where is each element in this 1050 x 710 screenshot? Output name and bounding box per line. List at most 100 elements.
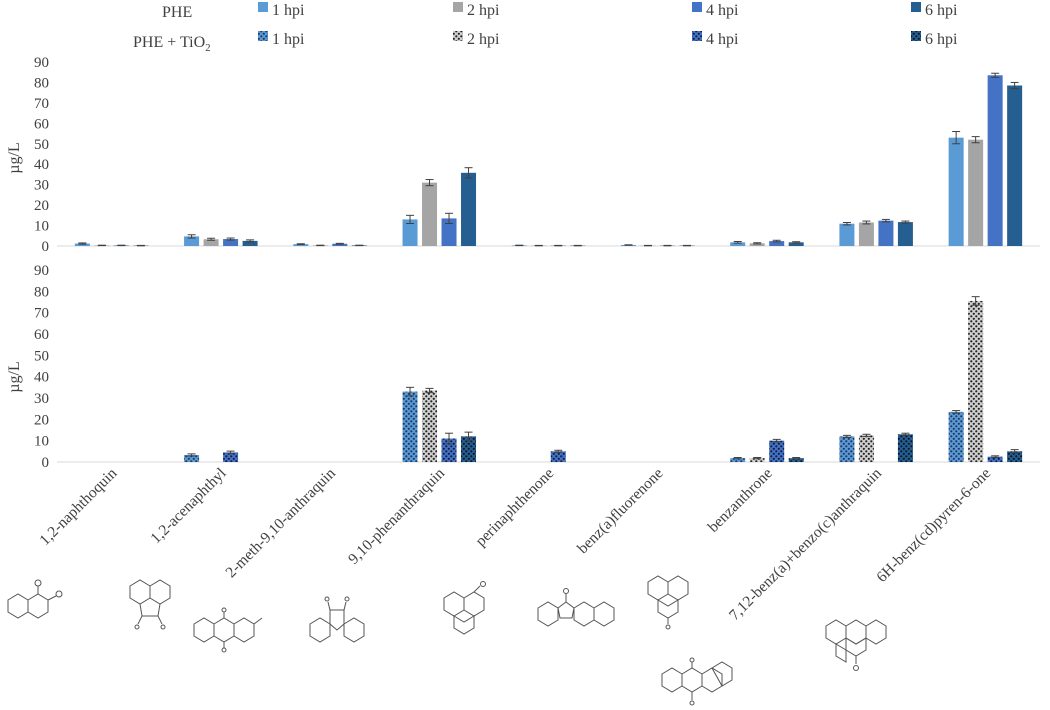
error-bar-phe-7-12-benz-a-benzo-c-anthraquin-1-hpi (842, 221, 851, 226)
structure-benz-cd-pyrenone (825, 619, 887, 671)
error-bar-phe-1-2-naphthoquin-1-hpi (78, 242, 87, 245)
legend-items: 1 hpi 1 hpi 2 hpi 2 hpi 4 hpi 4 hpi 6 hpi 6 hpi (258, 2, 958, 48)
bar-phe-tio2-6h-benz-cd-pyren-6-one-1-hpi (948, 411, 964, 462)
error-bar-phe-tio2-perinaphthenone-4-hpi (554, 449, 563, 453)
bar-phe-7-12-benz-a-benzo-c-anthraquin-6-hpi (897, 222, 913, 246)
error-bar-phe-tio2-1-2-acenaphthyl-4-hpi (226, 450, 235, 455)
structure-1-2-naphthoquinone (7, 579, 63, 619)
bar-phe-9-10-phenanthraquin-6-hpi (461, 172, 477, 246)
legend-swatch-phe-tio2-4-hpi (692, 31, 702, 41)
chart-phe-tio2-ticks: 0 10 20 30 40 50 60 70 80 90 (34, 263, 1040, 471)
error-bar-phe-tio2-benzanthrone-4-hpi (772, 438, 781, 443)
error-bar-phe-tio2-7-12-benz-a-benzo-c-anthraquin-6-hpi (901, 432, 910, 436)
y-tick-phe-80: 80 (34, 75, 49, 91)
y-tick-phe-0: 0 (42, 239, 50, 255)
error-bar-phe-6h-benz-cd-pyren-6-one-2-hpi (971, 136, 980, 144)
error-bar-phe-7-12-benz-a-benzo-c-anthraquin-6-hpi (901, 220, 910, 224)
chart-phe-tio2-bars (184, 296, 1023, 462)
structure-benzofluorenone (537, 588, 615, 627)
category-label-1-2-naphthoquin: 1,2-naphthoquin (36, 465, 120, 549)
error-bar-phe-6h-benz-cd-pyren-6-one-1-hpi (952, 131, 961, 145)
bar-phe-7-12-benz-a-benzo-c-anthraquin-2-hpi (858, 222, 874, 246)
legend-swatch-phe-tio2-1-hpi (258, 31, 268, 41)
error-bar-phe-tio2-9-10-phenanthraquin-6-hpi (464, 431, 473, 442)
legend-swatch-phe-tio2-2-hpi (453, 31, 463, 41)
error-bar-phe-tio2-6h-benz-cd-pyren-6-one-6-hpi (1010, 449, 1019, 454)
bar-phe-tio2-7-12-benz-a-benzo-c-anthraquin-1-hpi (839, 436, 855, 462)
legend-group-phe: PHE (162, 4, 192, 21)
category-label-6h-benz-cd-pyren-6-one: 6H-benz(cd)pyren-6-one (873, 465, 994, 586)
y-tick-phe-tio2-80: 80 (34, 284, 49, 300)
category-label-benzanthrone: benzanthrone (705, 465, 776, 536)
y-tick-phe-tio2-30: 30 (34, 391, 49, 407)
error-bar-phe-tio2-6h-benz-cd-pyren-6-one-4-hpi (991, 455, 1000, 459)
category-label-2-meth-9-10-anthraquin: 2-meth-9,10-anthraquin (222, 465, 339, 582)
bar-phe-2-meth-9-10-anthraquin-1-hpi (293, 244, 309, 246)
bar-phe-tio2-benzanthrone-2-hpi (749, 458, 765, 462)
category-label-benz-a-fluorenone: benz(a)fluorenone (574, 465, 666, 557)
error-bar-phe-tio2-9-10-phenanthraquin-4-hpi (445, 432, 454, 445)
category-label-1-2-acenaphthyl: 1,2-acenaphthyl (147, 465, 229, 547)
bar-phe-benzanthrone-4-hpi (769, 241, 785, 246)
error-bar-phe-1-2-acenaphthyl-4-hpi (226, 237, 235, 241)
legend-label-phe-tio2-2-hpi: 2 hpi (467, 31, 500, 48)
legend-group-phe-tio2-base: PHE + TiO (133, 34, 205, 51)
bar-phe-1-2-acenaphthyl-4-hpi (223, 239, 239, 246)
bar-phe-tio2-benzanthrone-6-hpi (788, 458, 804, 462)
bar-phe-tio2-benzanthrone-4-hpi (769, 440, 785, 462)
error-bar-phe-benzanthrone-1-hpi (733, 241, 742, 244)
bar-phe-1-2-acenaphthyl-1-hpi (184, 236, 200, 246)
structure-phenanthraquinone (309, 596, 365, 643)
structure-2-methyl-anthraquinone (193, 607, 263, 653)
error-bar-phe-tio2-6h-benz-cd-pyren-6-one-1-hpi (952, 410, 961, 414)
error-bar-phe-benzanthrone-6-hpi (792, 241, 801, 244)
bar-phe-6h-benz-cd-pyren-6-one-6-hpi (1007, 85, 1023, 246)
structure-perinaphthenone (443, 581, 486, 635)
bar-phe-tio2-9-10-phenanthraquin-6-hpi (461, 436, 477, 462)
bar-phe-benzanthrone-6-hpi (788, 242, 804, 246)
error-bar-phe-tio2-6h-benz-cd-pyren-6-one-2-hpi (971, 296, 980, 306)
chart-phe-tio2: µg/L 0 10 20 30 40 50 60 70 80 90 (6, 263, 1040, 471)
y-tick-phe-tio2-90: 90 (34, 263, 49, 279)
bar-phe-tio2-7-12-benz-a-benzo-c-anthraquin-6-hpi (897, 434, 913, 462)
chart-phe-ticks: 0 10 20 30 40 50 60 70 80 90 (34, 55, 1040, 255)
y-tick-phe-tio2-20: 20 (34, 412, 49, 428)
bar-phe-tio2-6h-benz-cd-pyren-6-one-6-hpi (1007, 451, 1023, 462)
error-bar-phe-2-meth-9-10-anthraquin-4-hpi (335, 242, 344, 245)
error-bar-phe-9-10-phenanthraquin-1-hpi (406, 214, 415, 225)
bar-phe-2-meth-9-10-anthraquin-4-hpi (332, 243, 348, 246)
bar-phe-tio2-benzanthrone-1-hpi (730, 458, 746, 462)
y-tick-phe-tio2-60: 60 (34, 327, 49, 343)
legend-label-phe-tio2-4-hpi: 4 hpi (706, 31, 739, 48)
bar-phe-benzanthrone-1-hpi (730, 242, 746, 246)
y-tick-phe-tio2-70: 70 (34, 306, 49, 322)
legend-group-phe-tio2-subscript: 2 (205, 42, 211, 54)
bar-phe-1-2-naphthoquin-1-hpi (74, 243, 90, 246)
legend: PHE PHE + TiO2 1 hpi 1 hpi 2 hpi 2 hpi 4 hpi… (133, 2, 958, 54)
error-bar-phe-1-2-acenaphthyl-1-hpi (187, 234, 196, 239)
bar-phe-7-12-benz-a-benzo-c-anthraquin-4-hpi (878, 220, 894, 246)
bar-phe-9-10-phenanthraquin-1-hpi (402, 219, 418, 246)
error-bar-phe-6h-benz-cd-pyren-6-one-6-hpi (1010, 81, 1019, 90)
bar-phe-benzanthrone-2-hpi (749, 243, 765, 246)
structure-benzanthrone (647, 575, 689, 630)
legend-swatch-phe-4-hpi (692, 2, 702, 12)
legend-swatch-phe-tio2-6-hpi (911, 31, 921, 41)
bar-phe-6h-benz-cd-pyren-6-one-2-hpi (968, 139, 984, 246)
error-bar-phe-6h-benz-cd-pyren-6-one-4-hpi (991, 72, 1000, 78)
structure-benz-a-anthraquinone (661, 657, 733, 706)
legend-swatch-phe-6-hpi (911, 2, 921, 12)
y-tick-phe-tio2-10: 10 (34, 434, 49, 450)
legend-label-phe-4-hpi: 4 hpi (706, 2, 739, 19)
legend-label-phe-tio2-1-hpi: 1 hpi (272, 31, 305, 48)
bar-phe-6h-benz-cd-pyren-6-one-1-hpi (948, 137, 964, 246)
bar-phe-9-10-phenanthraquin-4-hpi (441, 218, 457, 246)
y-tick-phe-70: 70 (34, 96, 49, 112)
bar-phe-1-2-acenaphthyl-2-hpi (203, 239, 219, 246)
y-tick-phe-60: 60 (34, 116, 49, 132)
error-bar-phe-tio2-benzanthrone-1-hpi (733, 457, 742, 460)
error-bar-phe-1-2-acenaphthyl-6-hpi (246, 239, 255, 243)
bar-phe-tio2-9-10-phenanthraquin-1-hpi (402, 391, 418, 462)
error-bar-phe-tio2-7-12-benz-a-benzo-c-anthraquin-1-hpi (842, 434, 851, 438)
